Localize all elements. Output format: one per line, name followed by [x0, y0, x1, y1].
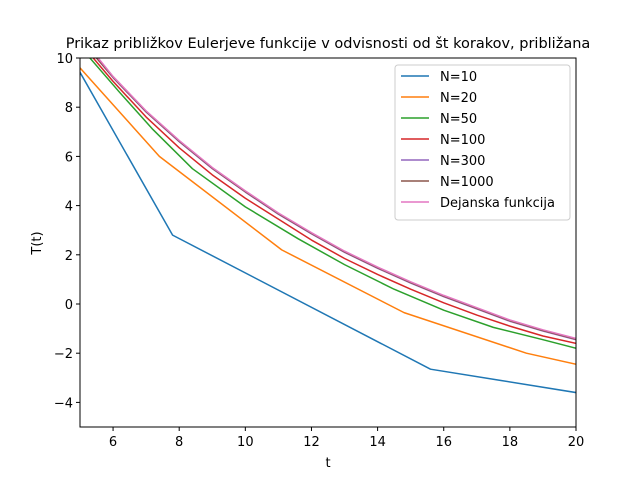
legend-label: N=300 [440, 154, 485, 169]
series-line [97, 58, 576, 340]
y-tick-label: −2 [54, 347, 73, 362]
y-axis-label: T(t) [30, 231, 45, 255]
chart-title: Prikaz približkov Eulerjeve funkcije v o… [66, 36, 591, 52]
y-tick-label: 0 [65, 298, 73, 313]
x-axis: 6 8 10 12 14 16 18 20 [109, 427, 584, 450]
y-tick-label: 2 [65, 249, 73, 264]
x-tick-label: 8 [175, 435, 183, 450]
series-line [80, 70, 576, 394]
legend-label: N=1000 [440, 175, 494, 190]
legend-label: N=10 [440, 70, 477, 85]
y-tick-label: 4 [65, 200, 73, 215]
x-tick-label: 20 [568, 435, 585, 450]
legend-label: N=50 [440, 112, 477, 127]
legend-box [394, 64, 571, 221]
x-tick-label: 16 [435, 435, 452, 450]
x-axis-label: t [325, 456, 330, 471]
plot-frame [79, 57, 577, 428]
x-tick-label: 14 [369, 435, 386, 450]
x-tick-label: 10 [237, 435, 254, 450]
x-tick-label: 6 [109, 435, 117, 450]
legend-label: N=20 [440, 91, 477, 106]
y-tick-label: 8 [65, 101, 73, 116]
legend-label: Dejanska funkcija [440, 196, 555, 211]
y-axis: −4 −2 0 2 4 6 8 10 [54, 52, 80, 411]
x-tick-label: 12 [303, 435, 320, 450]
series-line [92, 58, 576, 345]
x-tick-label: 18 [502, 435, 519, 450]
y-tick-label: 6 [65, 150, 73, 165]
series-line [80, 66, 576, 366]
y-tick-label: 10 [56, 52, 73, 67]
series-layer [80, 58, 576, 394]
legend: N=10 N=20 N=50 N=100 N=300 N=1000 Dejanska fun… [394, 64, 571, 221]
y-tick-label: −4 [54, 396, 73, 411]
series-line [88, 58, 576, 350]
legend-label: N=100 [440, 133, 485, 148]
